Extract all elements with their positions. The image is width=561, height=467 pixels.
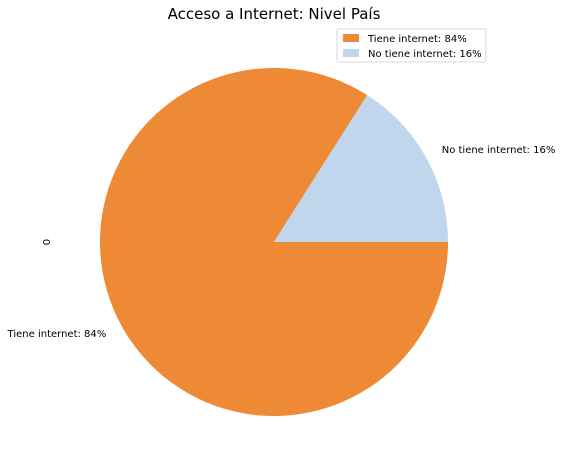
pie-slice-no-tiene-internet: [274, 95, 448, 242]
chart-title: Acceso a Internet: Nivel País: [168, 5, 381, 23]
y-axis-label: 0: [42, 239, 53, 245]
legend-swatch-no-tiene-internet: [343, 49, 359, 57]
slice-label-tiene-internet: Tiene internet: 84%: [7, 329, 107, 340]
legend-swatch-tiene-internet: [343, 34, 359, 42]
legend-label-tiene-internet: Tiene internet: 84%: [367, 34, 467, 45]
pie-slices: [100, 67, 448, 417]
legend: Tiene internet: 84% No tiene internet: 1…: [336, 28, 487, 63]
legend-frame: [336, 28, 487, 63]
pie-slice-labels: Tiene internet: 84% No tiene internet: 16…: [7, 145, 556, 340]
pie-slice-tiene-internet: [100, 67, 448, 417]
slice-label-no-tiene-internet: No tiene internet: 16%: [442, 145, 556, 156]
legend-label-no-tiene-internet: No tiene internet: 16%: [368, 49, 482, 60]
